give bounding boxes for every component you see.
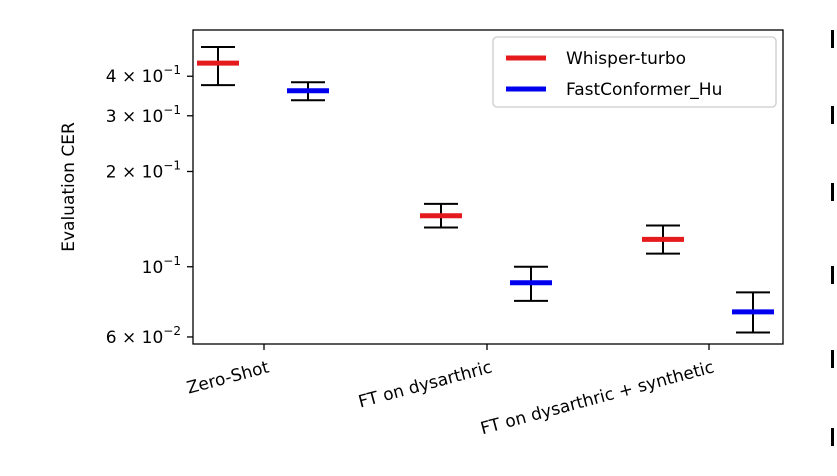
x-tick-label: FT on dysarthric + synthetic [478, 358, 716, 440]
plot-frame [192, 29, 784, 345]
legend: Whisper-turbo FastConformer_Hu [492, 36, 777, 108]
edge-mark [831, 428, 834, 446]
y-axis-label: Evaluation CER [59, 122, 79, 252]
y-tick-label: 3 × 10−1 [106, 103, 181, 127]
x-tick-label: FT on dysarthric [356, 358, 494, 413]
y-tick-label: 4 × 10−1 [106, 63, 181, 87]
y-tick-label: 2 × 10−1 [106, 158, 181, 182]
y-axis: 4 × 10−1 3 × 10−1 2 × 10−1 10−1 6 × 10−2 [106, 63, 193, 348]
legend-label-whisper: Whisper-turbo [566, 49, 686, 69]
edge-mark [831, 106, 834, 124]
edge-mark [831, 30, 834, 48]
y-tick-label: 10−1 [142, 254, 181, 278]
legend-frame [492, 36, 777, 108]
legend-label-fastconformer: FastConformer_Hu [566, 80, 722, 100]
y-tick-label: 6 × 10−2 [106, 324, 181, 348]
edge-mark [831, 266, 834, 284]
plot-area [197, 45, 774, 334]
edge-mark [831, 350, 834, 368]
edge-mark [831, 183, 834, 201]
x-tick-label: Zero-Shot [185, 357, 272, 398]
adjacent-panel-edge [831, 30, 834, 446]
